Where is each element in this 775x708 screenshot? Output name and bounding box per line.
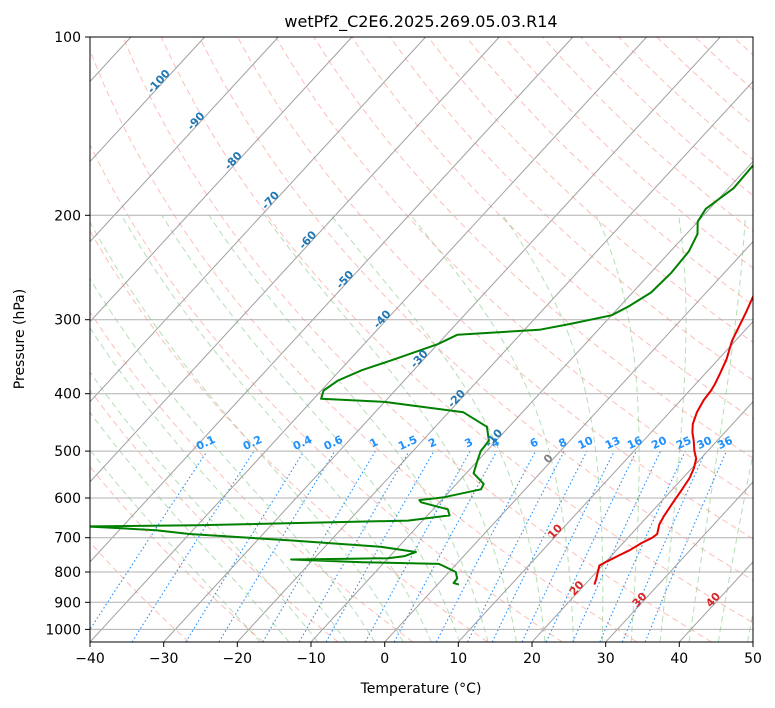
dry-adiabat	[237, 37, 753, 540]
isotherm-line	[605, 481, 753, 642]
x-tick-label: −20	[223, 651, 253, 667]
x-tick-label: 20	[523, 651, 541, 667]
mixing-ratio-line	[491, 450, 588, 642]
dry-adiabat	[90, 541, 190, 642]
dry-adiabat	[389, 37, 753, 381]
isotherm-line	[752, 641, 753, 642]
y-tick-label: 400	[54, 387, 81, 403]
y-tick-label: 200	[54, 208, 81, 224]
mixing-ratio-line	[467, 450, 565, 642]
mixing-ratio-line	[599, 450, 686, 642]
y-tick-label: 700	[54, 531, 81, 547]
moist-adiabat	[90, 277, 376, 642]
isotherm-line	[90, 37, 426, 403]
moist-adiabat	[688, 215, 746, 642]
isotherms	[0, 37, 753, 642]
mixing-ratio-label: 13	[603, 434, 622, 452]
dewpoint-line	[90, 164, 753, 586]
x-tick-label: 0	[380, 651, 389, 667]
isotherm-line	[163, 37, 721, 642]
mixing-ratio-line	[325, 450, 435, 642]
mixing-ratio-label: 10	[576, 434, 596, 452]
moist-adiabat	[330, 214, 546, 642]
y-tick-label: 900	[54, 595, 81, 611]
moist-adiabat	[659, 215, 687, 642]
dry-adiabats	[90, 37, 775, 642]
moist-adiabat	[90, 221, 404, 642]
y-tick-label: 800	[54, 565, 81, 581]
y-tick-label: 1000	[45, 622, 81, 638]
mixing-ratio-label: 30	[695, 434, 715, 452]
y-axis-label: Pressure (hPa)	[12, 289, 28, 389]
dry-adiabat	[90, 465, 264, 642]
y-axis-ticks: 100 200 300 400 500 600 700 800 900 1000	[45, 30, 90, 638]
x-tick-label: 30	[597, 651, 615, 667]
isotherm-line	[90, 37, 205, 163]
moist-adiabat	[717, 451, 753, 642]
x-tick-label: 40	[670, 651, 688, 667]
isotherm-line	[457, 320, 753, 642]
dry-adiabat	[351, 37, 753, 420]
x-tick-label: 10	[449, 651, 467, 667]
moist-adiabat	[502, 215, 604, 642]
isotherm-line	[90, 37, 279, 243]
mixing-ratio-line	[621, 450, 707, 642]
y-tick-label: 600	[54, 491, 81, 507]
isotherm-line	[384, 240, 753, 642]
mixing-ratio-label: 16	[625, 434, 645, 452]
mixing-ratio-label: 20	[649, 434, 669, 452]
isotherm-line	[0, 37, 57, 642]
y-tick-label: 100	[54, 30, 81, 46]
moist-adiabat	[161, 215, 461, 642]
mixing-ratio-label: 36	[715, 434, 735, 452]
dry-adiabat	[90, 48, 638, 642]
mixing-ratio-line	[90, 450, 208, 631]
dry-adiabat	[122, 37, 712, 642]
moist-adiabat	[595, 215, 640, 642]
dry-adiabat	[160, 37, 753, 624]
isotherm-line	[90, 37, 500, 483]
chart-title: wetPf2_C2E6.2025.269.05.03.R14	[284, 12, 557, 32]
dry-adiabat	[198, 37, 753, 581]
y-tick-label: 500	[54, 444, 81, 460]
x-axis-ticks: −40 −30 −20 −10 0 10 20 30 40 50	[75, 642, 762, 667]
dry-adiabat	[313, 37, 753, 459]
x-tick-label: −30	[149, 651, 179, 667]
moist-adiabat	[208, 215, 489, 642]
dry-adiabat	[90, 143, 563, 642]
moist-adiabat	[121, 215, 432, 642]
mixing-ratio-label: 25	[674, 434, 693, 452]
isotherm-line	[310, 160, 753, 642]
isotherm-line	[90, 37, 353, 323]
isotherm-line	[90, 37, 574, 563]
mixing-ratio-line	[218, 450, 336, 642]
plot-frame	[89, 36, 754, 643]
dry-adiabat	[771, 37, 775, 642]
moist-adiabat	[90, 449, 261, 642]
isobar-grid	[90, 37, 753, 630]
dry-adiabat	[275, 37, 753, 499]
temperature-line	[593, 294, 753, 585]
dry-adiabat	[90, 229, 488, 642]
y-tick-label: 300	[54, 313, 81, 329]
moist-adiabats	[90, 214, 753, 642]
profile-series	[90, 164, 753, 586]
isotherm-line	[236, 80, 753, 642]
moist-adiabat	[90, 327, 347, 642]
x-axis-label: Temperature (°C)	[360, 681, 482, 697]
x-tick-label: −40	[75, 651, 105, 667]
moist-adiabat	[410, 214, 575, 642]
isotherm-line	[90, 37, 647, 642]
x-tick-label: −10	[296, 651, 326, 667]
mixing-ratio-line	[131, 450, 255, 642]
dry-adiabat	[427, 37, 753, 343]
x-tick-label: 50	[744, 651, 762, 667]
mixing-ratio-line	[185, 450, 305, 642]
isotherm-line	[531, 401, 753, 642]
